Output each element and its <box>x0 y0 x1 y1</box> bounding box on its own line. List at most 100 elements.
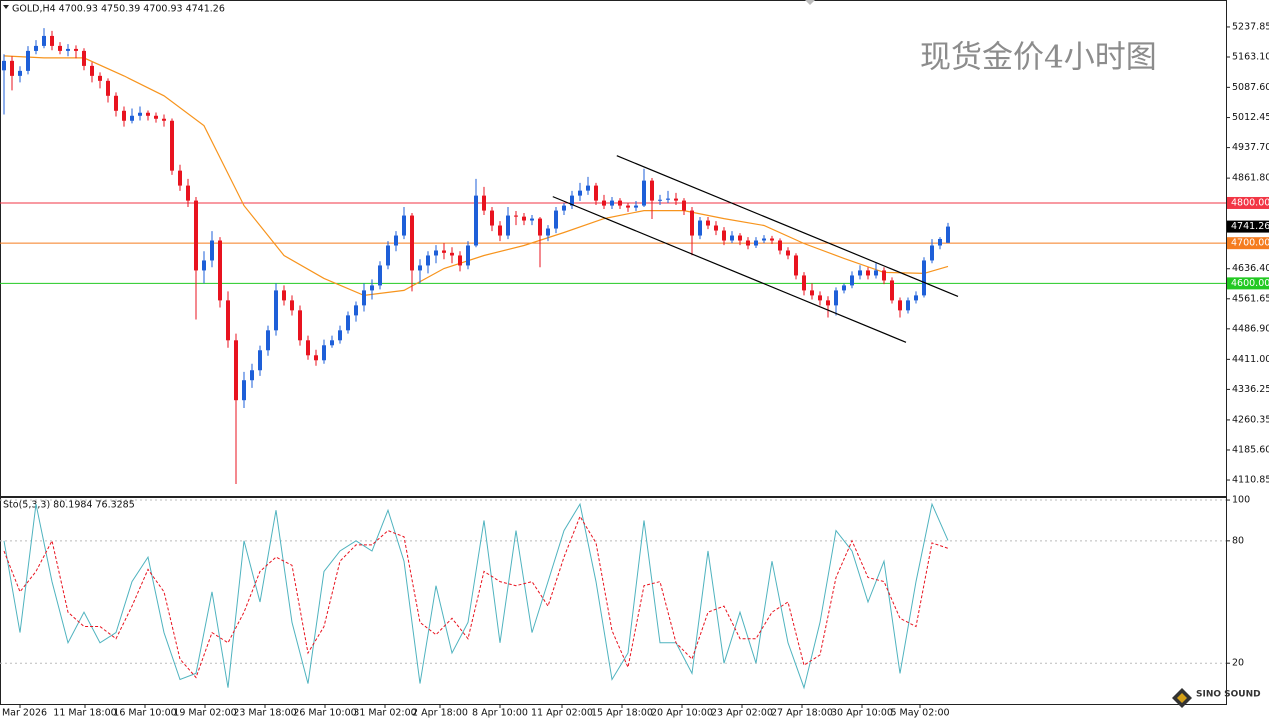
candle-body <box>714 225 718 231</box>
candle-body <box>818 295 822 301</box>
x-tick-label: 2 Apr 18:00 <box>412 708 468 719</box>
y-tick-label: 4561.65 <box>1232 293 1269 304</box>
main-pane-frame <box>0 0 1227 497</box>
y-tick-label: 5237.85 <box>1232 21 1269 32</box>
candle-body <box>834 290 838 306</box>
candle-body <box>802 275 806 291</box>
level-label-box <box>1227 277 1269 290</box>
candle-body <box>10 60 14 76</box>
x-tick-label: 27 Apr 18:00 <box>771 708 833 719</box>
candle-body <box>530 218 534 221</box>
candle-body <box>730 235 734 241</box>
candle-body <box>498 225 502 236</box>
candle-body <box>674 198 678 201</box>
candle-body <box>466 245 470 266</box>
candle-body <box>522 216 526 221</box>
current-price-box <box>1227 220 1269 233</box>
candle-body <box>578 190 582 196</box>
candle-body <box>282 290 286 301</box>
candle-body <box>354 305 358 316</box>
candle-body <box>514 215 518 217</box>
candle-body <box>602 200 606 206</box>
candle-body <box>378 265 382 286</box>
candle-body <box>482 195 486 211</box>
y-tick-label: 4185.60 <box>1232 444 1269 455</box>
candle-body <box>698 220 702 236</box>
candle-body <box>554 210 558 229</box>
candle-body <box>938 238 942 246</box>
level-label: 4600.00 <box>1231 278 1269 289</box>
candle-body <box>946 226 950 243</box>
candle-body <box>306 340 310 356</box>
candle-body <box>66 48 70 51</box>
candle-body <box>50 35 54 46</box>
candle-body <box>538 218 542 236</box>
y-tick-label: 20 <box>1232 658 1244 669</box>
candle-body <box>634 205 638 208</box>
candle-body <box>362 290 366 306</box>
candle-body <box>234 340 238 401</box>
candle-body <box>266 330 270 351</box>
logo-icon-core <box>1177 693 1187 703</box>
candle-body <box>586 185 590 191</box>
candle-body <box>610 200 614 206</box>
symbol-header: GOLD,H4 4700.93 4750.39 4700.93 4741.26 <box>12 4 225 15</box>
candle-body <box>418 265 422 271</box>
candle-body <box>138 112 142 116</box>
candle-body <box>706 220 710 226</box>
candle-body <box>434 250 438 256</box>
y-tick-label: 5012.45 <box>1232 112 1269 123</box>
y-tick-label: 4411.00 <box>1232 354 1269 365</box>
x-tick-label: 11 Mar 18:00 <box>53 708 116 719</box>
x-tick-label: 23 Apr 02:00 <box>711 708 773 719</box>
candle-body <box>442 250 446 253</box>
candle-body <box>562 205 566 211</box>
channel-line <box>552 196 907 343</box>
candle-body <box>218 240 222 301</box>
candle-body <box>322 345 326 361</box>
y-tick-label: 80 <box>1232 535 1244 546</box>
candle-body <box>770 238 774 241</box>
candle-body <box>146 112 150 116</box>
candle-body <box>98 75 102 81</box>
candle-body <box>130 115 134 121</box>
candle-body <box>106 80 110 96</box>
x-tick-label: 5 May 02:00 <box>890 708 949 719</box>
candle-body <box>394 235 398 246</box>
candle-body <box>338 330 342 341</box>
y-tick-label: 4336.25 <box>1232 384 1269 395</box>
candle-body <box>330 340 334 346</box>
candle-body <box>842 285 846 291</box>
moving-average <box>3 55 949 297</box>
y-tick-label: 4260.35 <box>1232 414 1269 425</box>
stoch-header: Sto(5,3,3) 80.1984 76.3285 <box>3 500 135 511</box>
candle-body <box>450 252 454 256</box>
candle-body <box>250 370 254 381</box>
candle-body <box>18 70 22 76</box>
candle-body <box>570 195 574 206</box>
x-tick-label: 23 Mar 18:00 <box>233 708 296 719</box>
candle-body <box>154 115 158 119</box>
candle-body <box>746 240 750 246</box>
candle-body <box>410 215 414 271</box>
candle-body <box>402 215 406 236</box>
candle-body <box>58 45 62 51</box>
y-tick-label: 5087.60 <box>1232 82 1269 93</box>
candle-body <box>162 118 166 121</box>
candle-body <box>826 300 830 306</box>
candle-body <box>594 185 598 201</box>
y-tick-label: 4937.70 <box>1232 142 1269 153</box>
y-tick-label: 100 <box>1232 495 1250 506</box>
candle-body <box>114 95 118 111</box>
candle-body <box>34 45 38 51</box>
candle-body <box>722 230 726 241</box>
candle-body <box>186 185 190 201</box>
candle-body <box>426 255 430 266</box>
candle-body <box>626 205 630 208</box>
y-tick-label: 4110.85 <box>1232 475 1269 486</box>
candle-body <box>170 120 174 171</box>
level-label: 4800.00 <box>1231 197 1269 208</box>
channel-line <box>616 155 959 297</box>
candle-body <box>42 35 46 46</box>
